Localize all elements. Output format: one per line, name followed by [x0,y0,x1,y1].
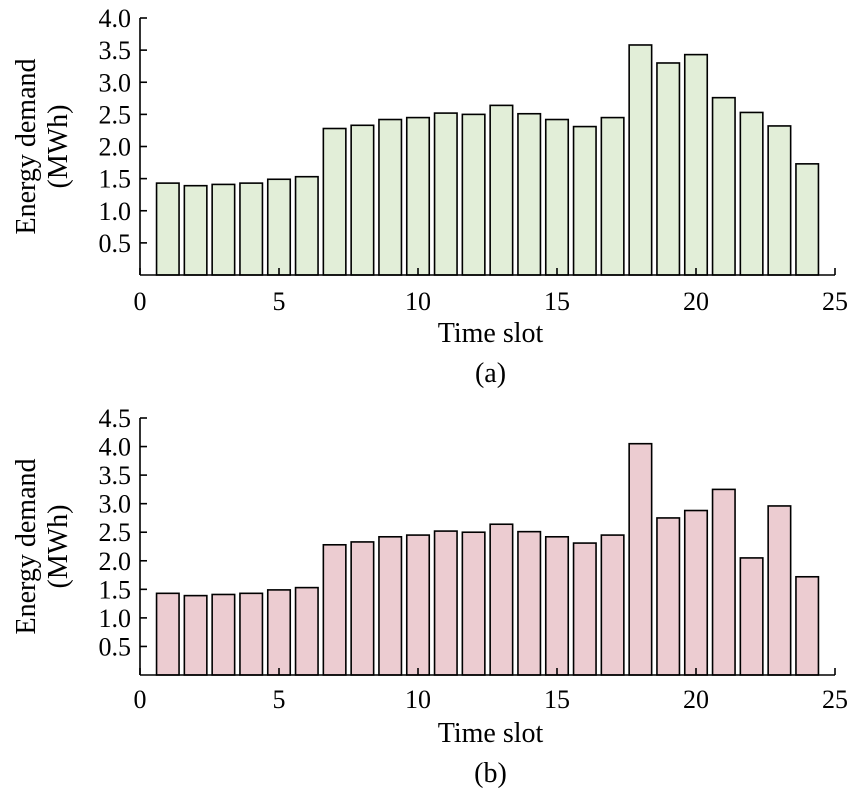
panel-label: (b) [474,758,507,789]
bar [683,53,709,276]
chart-panel-a: 0.5 1.0 1.5 2.0 2.5 3.0 3.5 4.0 0 5 10 15 20 25 Time s… [11,4,848,389]
bar [656,62,681,276]
bar [211,183,236,276]
bar [405,116,431,276]
bar [378,535,403,676]
x-tick-label: 5 [273,685,286,714]
bar [489,523,514,676]
bar [155,182,180,276]
bar [183,594,208,676]
bar [767,505,792,676]
bar [322,127,347,276]
bar [572,542,597,676]
y-tick-label: 2.5 [99,518,132,547]
x-tick-label: 10 [405,287,431,316]
y-axis-title-line1: Energy demand [11,459,42,635]
bar [683,509,709,676]
bar [155,592,180,676]
bar [266,589,292,676]
x-tick-label: 20 [683,685,709,714]
x-tick-label: 10 [405,685,431,714]
bar [711,488,736,676]
bar [266,178,292,276]
bar [183,184,208,276]
panel-label: (a) [475,358,506,389]
bar [517,112,542,276]
x-tick-label: 5 [273,287,286,316]
x-tick-label: 15 [544,287,570,316]
y-axis-title-line2: (MWh) [43,105,74,189]
bar [767,125,792,276]
y-tick-label: 0.5 [99,229,132,258]
y-tick-label: 1.5 [99,575,132,604]
bar [628,442,653,676]
bar [600,116,625,276]
bar [433,112,458,276]
x-tick-label: 20 [683,287,709,316]
y-tick-label: 4.0 [99,433,132,462]
bar [517,530,542,676]
bar [628,44,653,276]
bar [294,586,319,676]
x-axis-title: Time slot [438,718,544,749]
bar [239,182,264,276]
x-tick-label: 15 [544,685,570,714]
bar [322,543,347,676]
y-axis-title-line2: (MWh) [43,505,74,589]
x-tick-label: 0 [134,685,147,714]
bar [572,125,597,276]
bar [378,118,403,276]
y-tick-label: 2.5 [99,100,132,129]
bar [461,113,486,276]
y-tick-label: 3.0 [99,68,132,97]
x-axis-title: Time slot [438,318,544,349]
y-axis-title-line1: Energy demand [11,59,42,235]
y-tick-label: 0.5 [99,632,132,661]
bar [405,534,431,676]
bar [489,104,514,276]
bar [795,163,820,276]
bar [600,534,625,676]
y-tick-label: 2.0 [99,547,132,576]
x-tick-label: 25 [822,287,848,316]
bar [350,541,375,676]
y-tick-label: 4.5 [99,404,132,433]
bar [294,175,319,276]
x-tick-label: 25 [822,685,848,714]
bar [544,118,570,276]
bar [544,535,570,676]
bar [711,96,736,276]
bar [739,557,764,676]
y-tick-label: 3.5 [99,36,132,65]
y-tick-label: 3.5 [99,461,132,490]
y-tick-label: 3.0 [99,490,132,519]
chart-panel-b: 0.51.01.52.02.53.03.54.04.5 0 5 10 15 20 25 Tim… [11,404,848,789]
y-tick-label: 2.0 [99,133,132,162]
y-tick-label: 1.5 [99,165,132,194]
y-tick-label: 4.0 [99,4,132,33]
y-tick-label: 1.0 [99,604,132,633]
bar [461,531,486,676]
bar [795,575,820,676]
bar [211,593,236,676]
bar [239,592,264,676]
x-tick-label: 0 [134,287,147,316]
bar [350,124,375,276]
bar [656,517,681,676]
y-tick-label: 1.0 [99,197,132,226]
bar [739,111,764,276]
bar [433,530,458,676]
